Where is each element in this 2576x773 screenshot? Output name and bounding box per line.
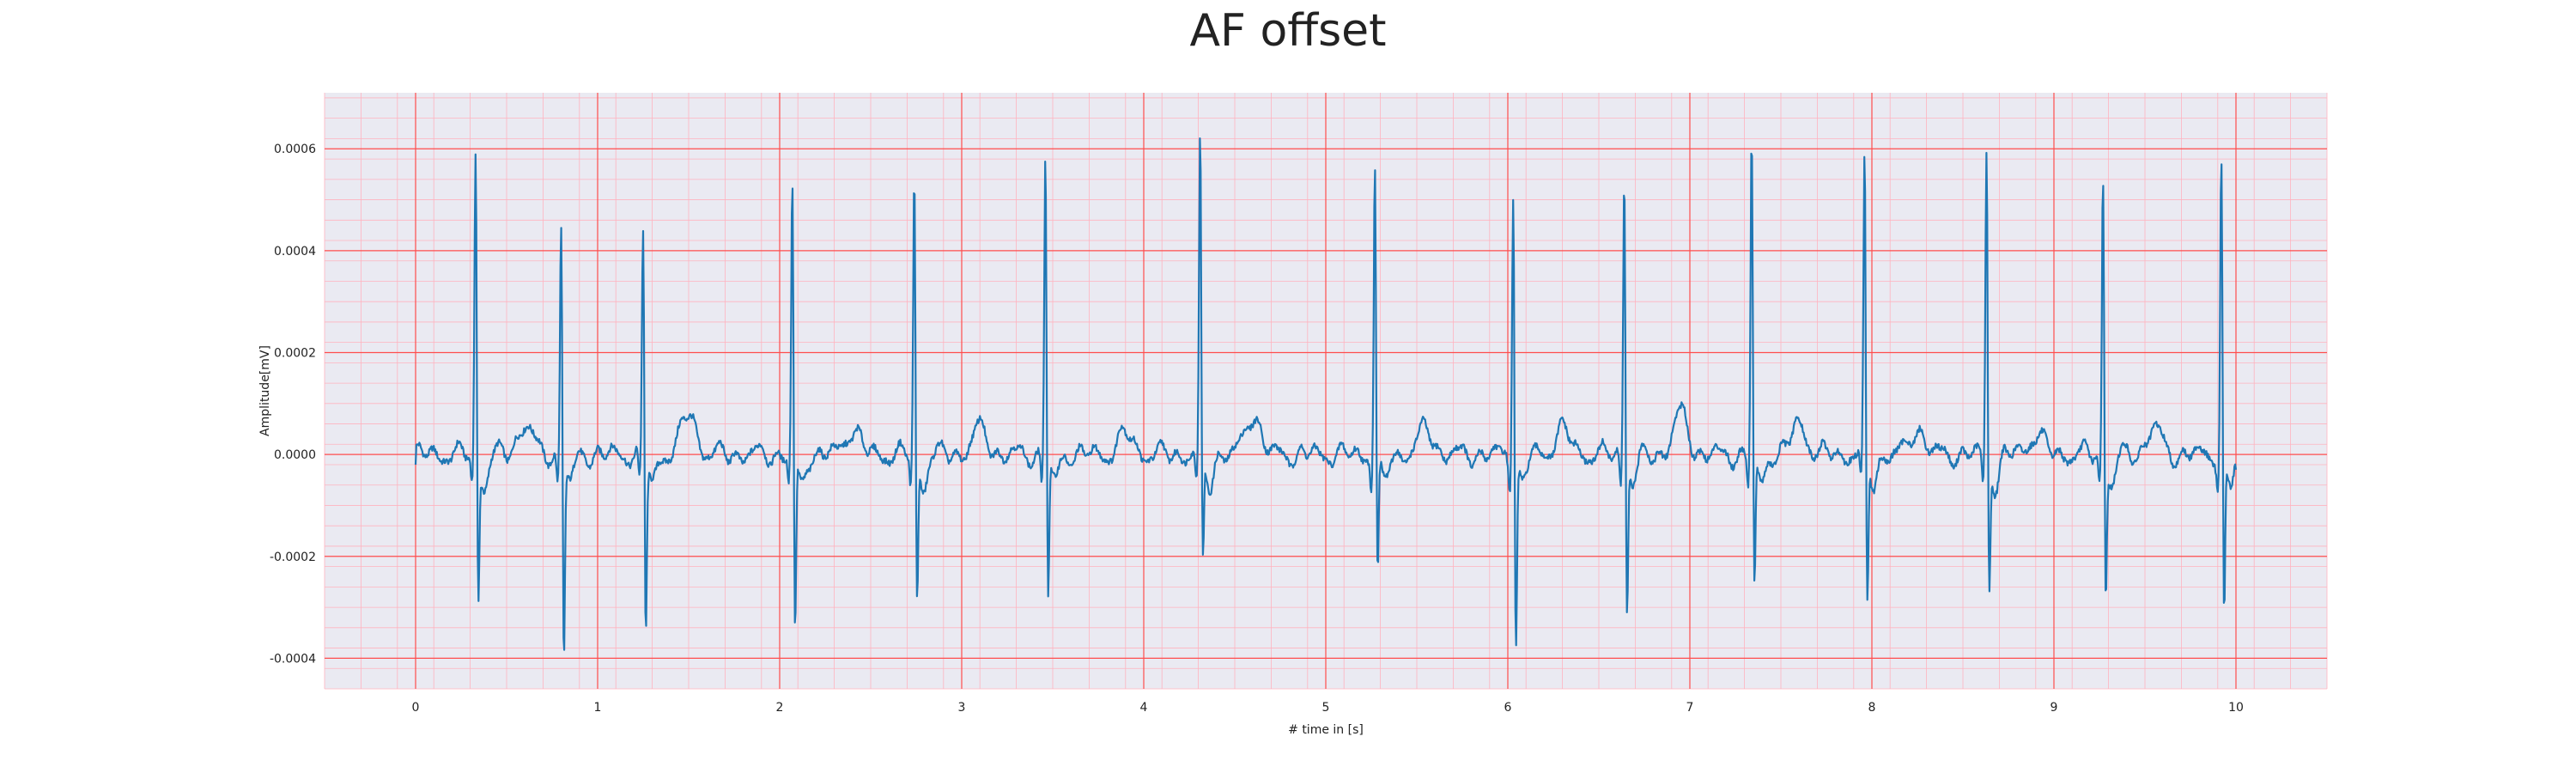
major-grid (325, 93, 2327, 689)
y-axis-label: Amplitude[mV] (258, 345, 272, 436)
x-tick-label: 9 (2050, 701, 2058, 715)
y-tick-label: -0.0004 (270, 652, 316, 666)
y-tick-label: 0.0004 (274, 245, 316, 259)
x-tick-label: 1 (594, 701, 602, 715)
x-tick-labels: 0 1 2 3 4 5 6 7 8 9 10 (412, 701, 2244, 715)
x-tick-label: 5 (1322, 701, 1330, 715)
y-tick-label: -0.0002 (270, 551, 316, 564)
x-tick-label: 3 (958, 701, 966, 715)
y-tick-labels: -0.0004 -0.0002 0.0000 0.0002 0.0004 0.0006 (270, 143, 316, 666)
chart-title: AF offset (1189, 5, 1387, 57)
y-tick-label: 0.0002 (274, 347, 316, 361)
x-tick-label: 7 (1686, 701, 1694, 715)
ecg-series-line (414, 137, 2238, 651)
x-tick-label: 2 (776, 701, 784, 715)
y-tick-label: 0.0006 (274, 143, 316, 156)
x-tick-label: 4 (1140, 701, 1148, 715)
x-axis-label: # time in [s] (1288, 723, 1364, 737)
x-tick-label: 0 (412, 701, 420, 715)
x-tick-label: 8 (1868, 701, 1876, 715)
y-tick-label: 0.0000 (274, 448, 316, 462)
x-tick-label: 6 (1504, 701, 1512, 715)
x-tick-label: 10 (2228, 701, 2244, 715)
